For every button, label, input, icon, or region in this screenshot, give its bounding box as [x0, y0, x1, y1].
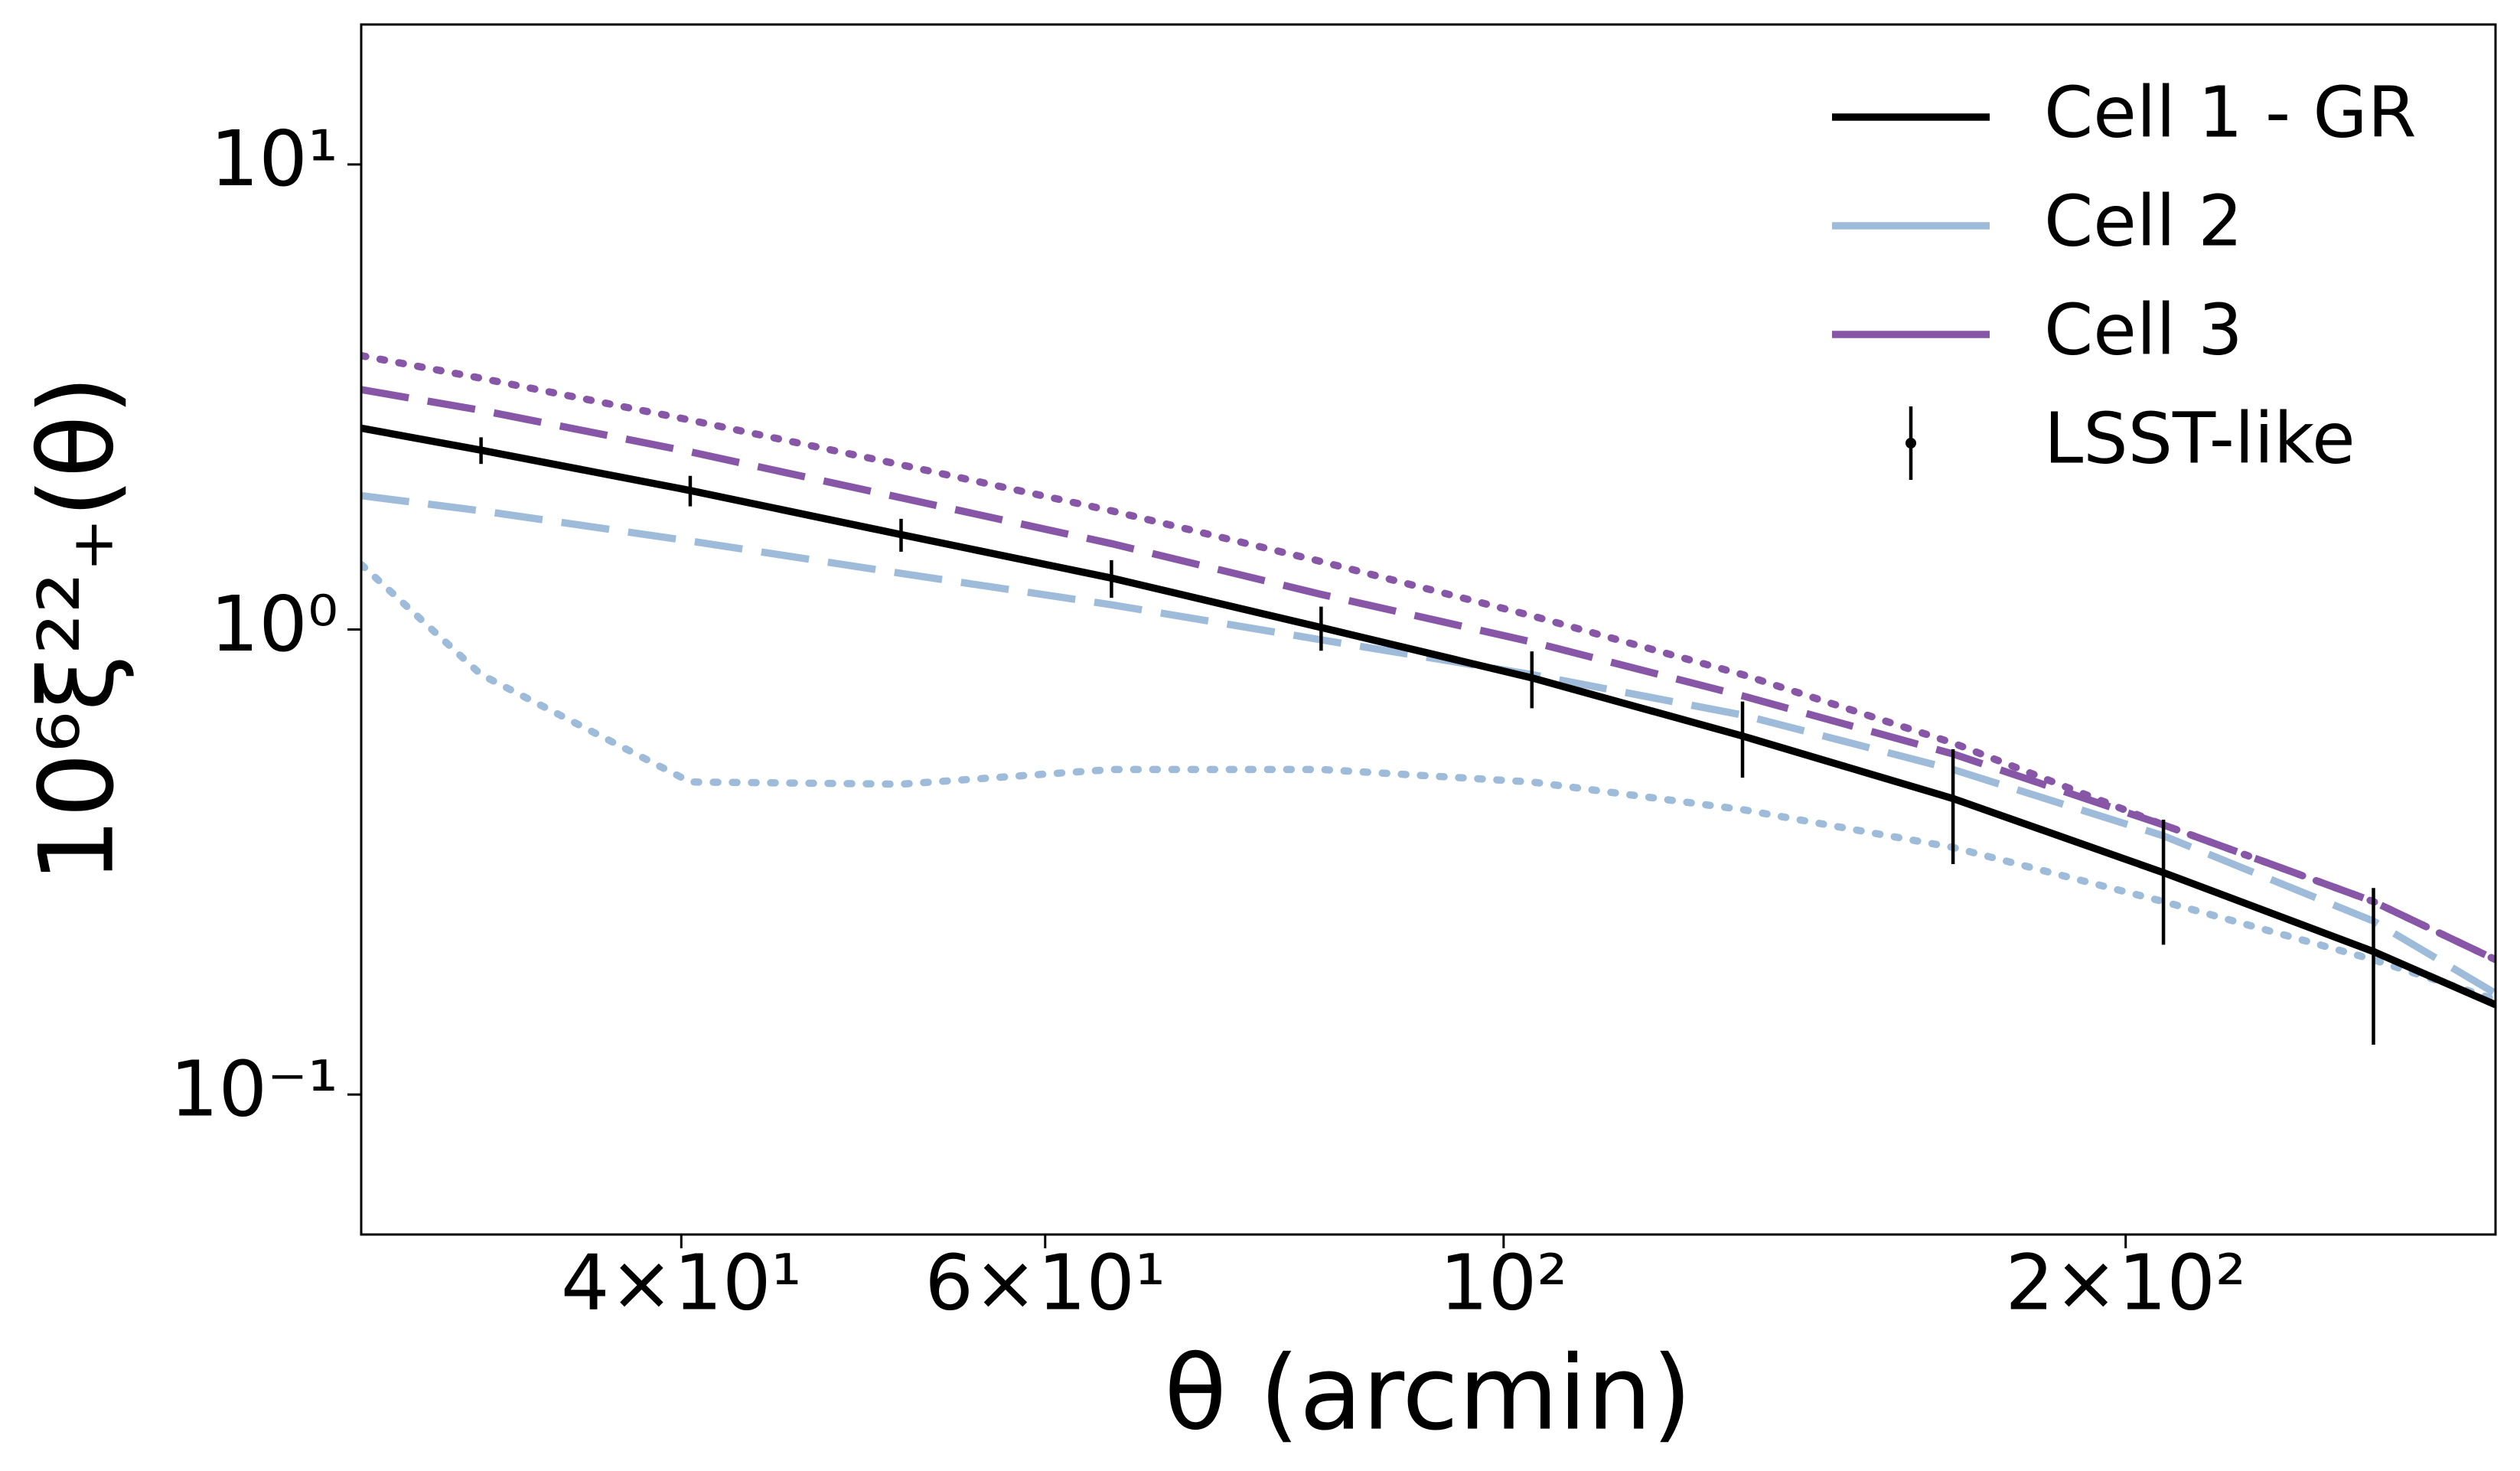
dotted-line — [361, 560, 2496, 1003]
series-line — [361, 424, 2496, 1009]
error-point — [2160, 869, 2168, 877]
series-line — [361, 491, 2496, 997]
x-tick-label: 10² — [1439, 1238, 1567, 1327]
y-tick-label: 10⁰ — [210, 579, 338, 669]
y-tick-label: 10⁻¹ — [170, 1044, 338, 1133]
error-point — [897, 530, 905, 539]
series-line — [361, 386, 2496, 964]
plot-frame — [360, 23, 2497, 1236]
y-axis-label: 10⁶ξ²²₊(θ) — [18, 375, 137, 883]
legend-label: Cell 2 — [2044, 180, 2243, 262]
legend-label: LSST-like — [2044, 397, 2355, 479]
error-point — [2369, 948, 2378, 956]
legend-label: Cell 1 - GR — [2044, 71, 2417, 153]
x-tick-label: 2×10² — [2005, 1238, 2246, 1327]
error-point — [686, 486, 694, 494]
error-point — [1949, 794, 1958, 803]
error-point — [1107, 574, 1116, 582]
x-axis-label: θ (arcmin) — [1164, 1334, 1692, 1453]
error-point — [477, 446, 485, 455]
x-tick-label: 6×10¹ — [924, 1238, 1165, 1327]
dotted-line — [361, 351, 2496, 964]
error-point — [1739, 732, 1747, 740]
legend-label: Cell 3 — [2044, 289, 2243, 370]
y-tick-label: 10¹ — [210, 114, 338, 204]
error-point — [1317, 623, 1325, 631]
error-point — [1527, 674, 1536, 682]
x-tick-label: 4×10¹ — [561, 1238, 802, 1327]
legend-swatch — [1905, 438, 1916, 448]
